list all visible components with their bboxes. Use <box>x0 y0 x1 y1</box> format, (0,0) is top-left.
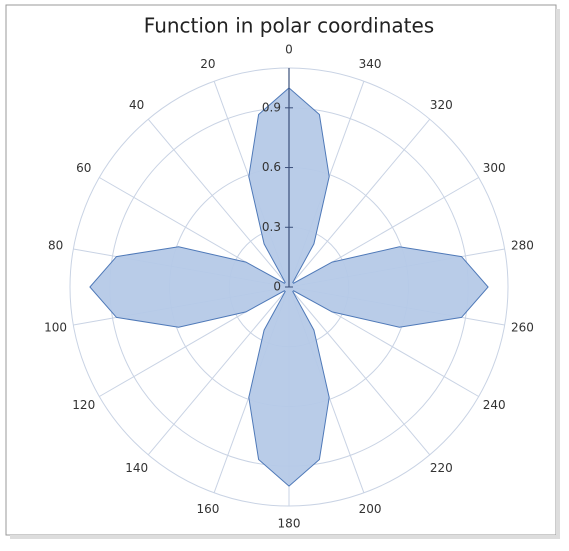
radial-tick-label: 0.6 <box>262 160 281 174</box>
angle-tick-label: 220 <box>430 461 453 475</box>
angle-tick-label: 100 <box>44 321 67 335</box>
angle-tick-label: 60 <box>76 161 91 175</box>
spoke <box>288 118 431 288</box>
angle-tick-label: 140 <box>125 461 148 475</box>
angle-tick-label: 120 <box>72 398 95 412</box>
angle-tick-label: 40 <box>129 98 144 112</box>
frame-shadow <box>556 9 560 539</box>
angle-tick-label: 260 <box>511 321 534 335</box>
spoke <box>147 118 290 288</box>
frame-shadow <box>10 535 560 539</box>
spoke <box>288 286 431 456</box>
chart-title: Function in polar coordinates <box>144 14 434 38</box>
radial-tick-label: 0 <box>273 280 281 294</box>
angle-tick-label: 20 <box>200 57 215 71</box>
angle-tick-label: 280 <box>511 238 534 252</box>
angle-tick-label: 180 <box>278 517 301 531</box>
radial-tick-label: 0.9 <box>262 100 281 114</box>
angle-tick-label: 200 <box>359 502 382 516</box>
angle-tick-label: 0 <box>285 43 293 57</box>
angle-tick-label: 240 <box>483 398 506 412</box>
angle-tick-label: 340 <box>359 57 382 71</box>
angle-tick-label: 80 <box>48 238 63 252</box>
spoke <box>147 286 290 456</box>
angle-tick-label: 160 <box>196 502 219 516</box>
radial-tick-label: 0.3 <box>262 220 281 234</box>
angle-tick-label: 320 <box>430 98 453 112</box>
angle-tick-label: 300 <box>483 161 506 175</box>
